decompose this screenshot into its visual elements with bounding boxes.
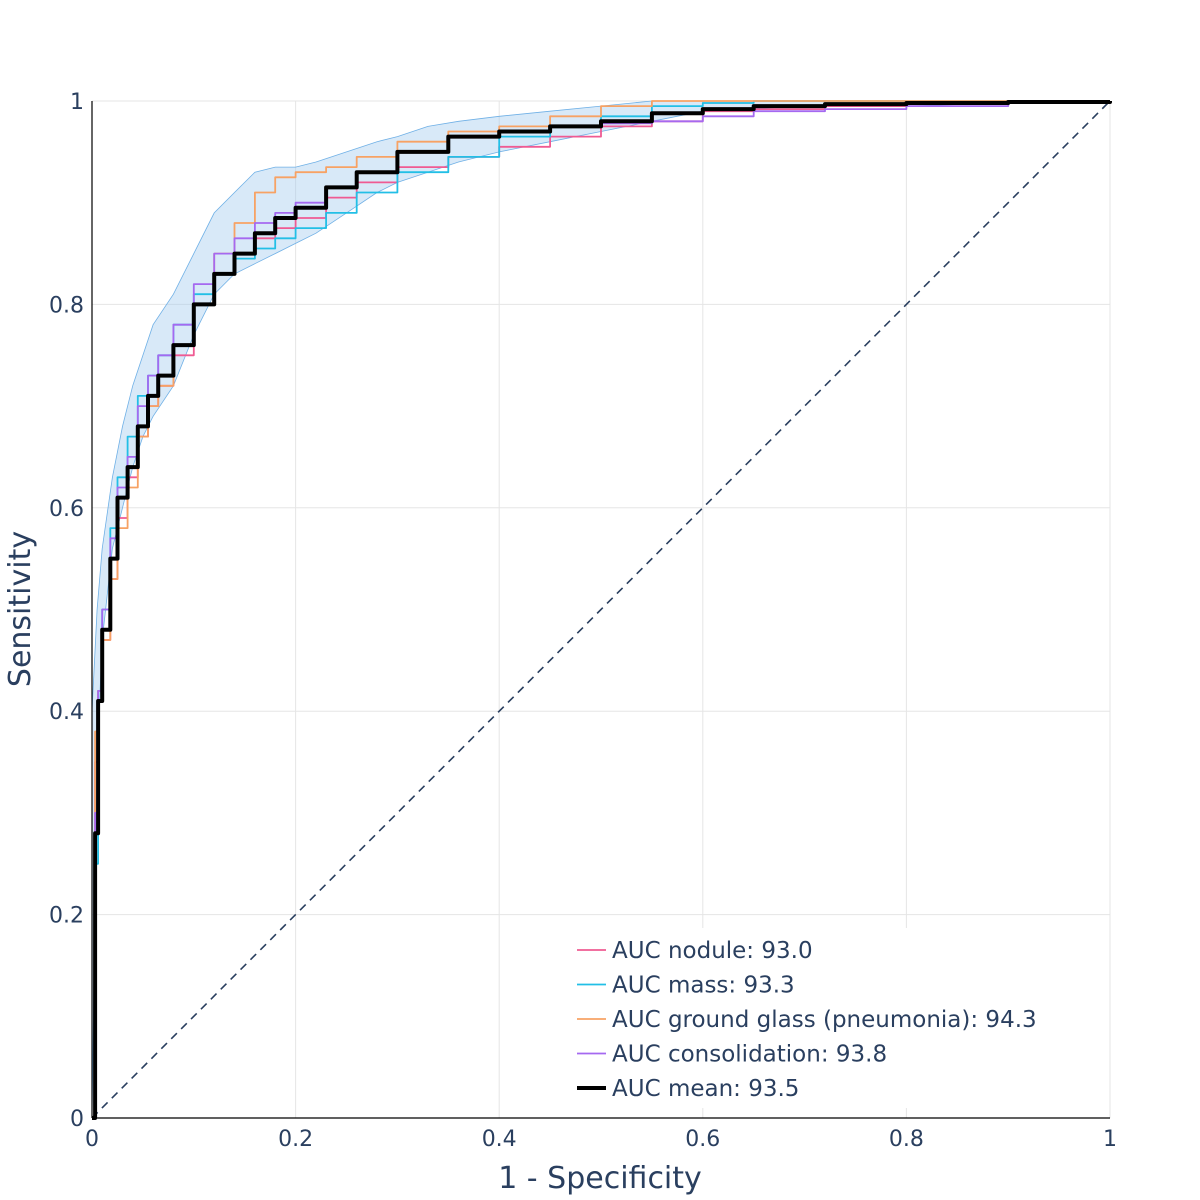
tick-labels: 0 0.2 0.4 0.6 0.8 1 0 0.2 0.4 0.6 0.8 1: [49, 90, 1117, 1152]
chance-diagonal: [91, 100, 1111, 1119]
y-axis-title: Sensitivity: [3, 531, 38, 687]
y-tick-label: 0.6: [49, 497, 84, 522]
series-layer: [92, 100, 1112, 1120]
y-tick-label: 0.8: [49, 293, 84, 318]
diagonal-layer: [91, 100, 1111, 1119]
x-tick-label: 0.6: [685, 1127, 720, 1152]
x-tick-label: 0.8: [889, 1127, 924, 1152]
legend-label-0: AUC nodule: 93.0: [612, 938, 813, 964]
legend: AUC nodule: 93.0 AUC mass: 93.3 AUC ground…: [566, 928, 1106, 1108]
y-tick-label: 0.4: [49, 700, 84, 725]
legend-label-3: AUC consolidation: 93.8: [612, 1042, 887, 1068]
x-tick-label: 1: [1103, 1127, 1117, 1152]
y-tick-label: 0.2: [49, 904, 84, 929]
legend-label-2: AUC ground glass (pneumonia): 94.3: [612, 1007, 1037, 1033]
y-tick-label: 0: [70, 1107, 84, 1132]
x-tick-label: 0: [85, 1127, 99, 1152]
x-tick-label: 0.2: [278, 1127, 313, 1152]
series-line-3: [92, 101, 1111, 1119]
x-axis-title: 1 - Specificity: [498, 1161, 702, 1196]
y-tick-label: 1: [70, 90, 84, 115]
series-line-4: [92, 100, 1112, 1120]
legend-background: [566, 928, 1106, 1108]
legend-label-1: AUC mass: 93.3: [612, 973, 795, 999]
x-tick-label: 0.4: [482, 1127, 517, 1152]
legend-label-4: AUC mean: 93.5: [612, 1076, 799, 1102]
axes: [91, 101, 1110, 1119]
